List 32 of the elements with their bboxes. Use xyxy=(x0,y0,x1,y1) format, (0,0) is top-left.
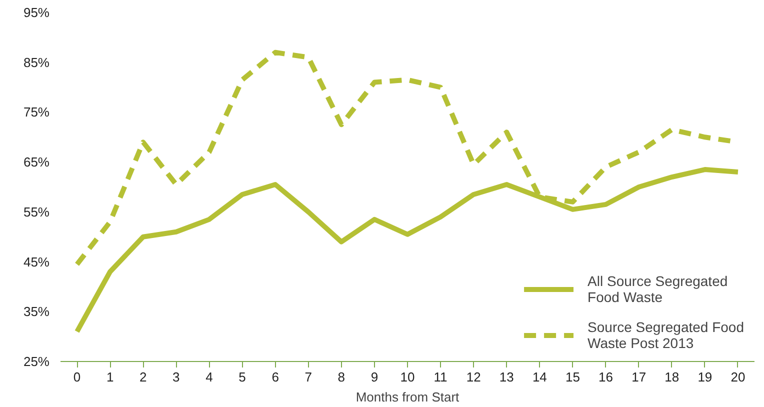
y-tick-label: 95% xyxy=(23,5,50,20)
x-tick-label: 18 xyxy=(664,370,680,384)
x-tick-label: 17 xyxy=(632,370,646,384)
x-tick-label: 0 xyxy=(73,370,81,384)
y-tick-label: 35% xyxy=(23,304,50,320)
x-tick-label: 9 xyxy=(370,370,378,384)
x-tick-label: 12 xyxy=(466,370,481,384)
x-tick-label: 3 xyxy=(172,370,180,384)
x-tick-label: 20 xyxy=(730,370,746,384)
x-tick-label: 11 xyxy=(434,370,448,384)
y-tick-label: 45% xyxy=(23,254,50,270)
x-tick-label: 8 xyxy=(338,370,346,384)
y-tick-label: 75% xyxy=(23,104,50,120)
x-tick-label: 5 xyxy=(238,370,246,384)
x-tick-label: 1 xyxy=(106,370,114,384)
y-tick-label: 85% xyxy=(23,54,50,70)
x-tick-label: 2 xyxy=(140,370,147,384)
x-tick-label: 15 xyxy=(566,370,580,384)
x-tick-label: 16 xyxy=(598,370,614,384)
x-tick-label: 4 xyxy=(206,370,213,384)
legend-label: All Source Segregated Food Waste xyxy=(588,273,728,305)
x-tick-label: 19 xyxy=(698,370,712,384)
y-tick-label: 25% xyxy=(23,354,50,369)
x-axis-title: Months from Start xyxy=(356,390,460,404)
y-tick-label: 55% xyxy=(23,204,50,220)
x-tick-label: 10 xyxy=(400,370,415,384)
x-tick-label: 6 xyxy=(272,370,279,384)
x-tick-label: 14 xyxy=(532,370,547,384)
x-tick-label: 13 xyxy=(499,370,514,384)
x-tick-label: 7 xyxy=(304,370,312,384)
legend-label: Source Segregated Food Waste Post 2013 xyxy=(588,319,744,351)
y-tick-label: 65% xyxy=(23,154,50,170)
